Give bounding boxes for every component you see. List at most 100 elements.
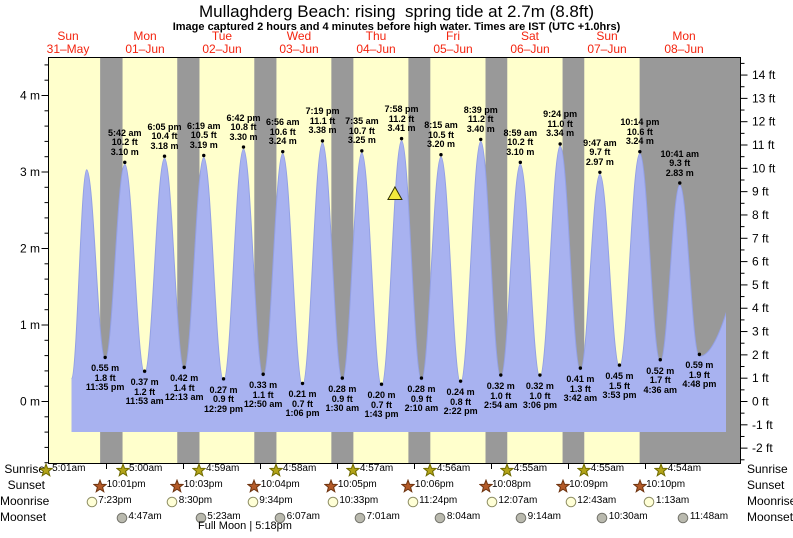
sunrise-time: 4:57am [359,463,394,474]
sunset-icon [93,478,108,493]
astro-row-label-moonrise-left: Moonrise [0,494,50,508]
high-tide-label: 6:56 am 10.6 ft 3.24 m [266,118,300,147]
sunrise-time: 5:01am [52,463,86,474]
tide-label-line: 10.2 ft [111,137,138,148]
sunset-icon [247,478,262,493]
sunrise-time: 4:56am [436,463,471,474]
day-label: Fri 05–Jun [415,30,491,56]
moonset-icon [354,512,366,523]
moonrise-icon [327,496,339,507]
day-date: 07–Jun [587,42,627,56]
moonrise-time: 11:24pm [419,495,458,506]
tide-label-line: 1:43 pm [364,409,399,420]
moonrise-icon [407,496,418,507]
right-axis-label: 10 ft [752,161,776,175]
right-axis-label: -2 ft [752,441,773,455]
tide-extreme-dot [578,366,583,370]
tide-label-line: 1.1 ft [252,389,274,400]
tide-label-line: 1.0 ft [490,390,512,401]
low-tide-label: 0.41 m 1.3 ft 3:42 am [564,375,598,404]
tide-label-line: 9:24 pm [543,109,578,120]
day-date: 31–May [46,42,90,56]
sunset-time: 10:09pm [569,479,608,490]
tide-label-line: 3.40 m [466,123,495,134]
tide-label-line: 3.10 m [506,146,535,157]
sunset-icon [555,478,570,493]
high-tide-label: 10:41 am 9.3 ft 2.83 m [661,149,700,179]
day-label: Wed 03–Jun [261,30,337,56]
tide-label-line: 10:14 pm [620,117,660,128]
right-axis-label: 1 ft [752,371,769,385]
moonset-time: 11:48am [689,511,729,522]
tide-extreme-dot [518,160,523,165]
tide-label-line: 0.32 m [486,381,515,392]
tide-label-line: 11.0 ft [547,118,573,129]
sunset-time: 10:08pm [492,479,531,490]
tide-label-line: 10.8 ft [230,122,257,133]
day-name: Fri [446,29,460,43]
tide-label-line: 7:19 pm [305,106,340,117]
right-axis-label: 6 ft [752,255,769,269]
tide-label-line: 10.7 ft [348,125,375,136]
tide-extreme-dot [678,181,682,185]
right-axis-label: 11 ft [752,138,775,152]
tide-label-line: 0.32 m [525,381,554,392]
day-date: 08–Jun [664,42,704,56]
moonrise-icon [644,496,655,507]
sunset-time: 10:06pm [414,479,454,490]
tide-curve [71,140,726,387]
tide-label-line: 0.9 ft [410,393,432,404]
tide-label-line: 7:58 pm [384,104,419,115]
moonrise-time: 12:43am [577,495,617,506]
tide-extreme-dot [617,363,622,367]
moonset-icon [274,512,286,523]
tide-label-line: 2.83 m [665,167,694,178]
high-tide-label: 8:59 am 10.2 ft 3.10 m [503,127,538,158]
tide-extreme-dot [697,352,702,357]
right-axis-label: 12 ft [752,115,776,129]
tide-label-line: 12:29 pm [204,403,244,414]
day-date: 02–Jun [202,42,242,56]
tide-label-line: 0.24 m [446,387,475,398]
tide-label-line: 0.42 m [170,373,199,384]
left-axis-label: 1 m [20,318,40,332]
high-tide-label: 5:42 am 10.2 ft 3.10 m [108,128,142,158]
tide-label-line: 0.28 m [407,384,436,395]
day-name: Thu [365,29,387,43]
tide-extreme-dot [399,136,404,141]
tide-extreme-dot [499,373,503,377]
tide-label-line: 10.5 ft [427,129,454,140]
tide-label-line: 6:05 pm [147,121,182,132]
right-axis-label: 9 ft [752,185,769,199]
moonset-time: 6:07am [286,511,320,522]
sunset-icon [324,478,339,493]
right-axis-label: 2 ft [752,348,769,362]
low-tide-label: 0.28 m 0.9 ft 1:30 am [326,385,360,414]
tide-label-line: 12:13 am [164,392,204,403]
high-tide-label: 7:35 am 10.7 ft 3.25 m [345,117,379,146]
low-tide-label: 0.20 m 0.7 ft 1:43 pm [364,391,398,420]
sunset-time: 10:01pm [106,479,146,490]
left-axis-label: 2 m [20,242,40,256]
tide-label-line: 8:59 am [503,127,538,138]
current-tide-marker [387,185,403,200]
tide-label-line: 10.4 ft [151,131,178,142]
day-label: Sun 31–May [30,30,106,56]
tide-label-line: 1.5 ft [608,380,630,391]
right-axis-label: -1 ft [752,418,773,432]
sunrise-time: 5:00am [129,463,163,474]
tide-label-line: 0.27 m [209,384,238,395]
astro-row-label-sunrise-left: Sunrise [4,462,45,476]
moonrise-time: 1:13am [655,495,690,506]
sunrise-icon [38,462,53,477]
tide-extreme-dot [479,137,483,142]
day-date: 01–Jun [125,42,165,56]
tide-label-line: 3.34 m [546,128,575,139]
moonset-time: 4:47am [128,511,162,522]
left-axis-label: 3 m [20,165,40,179]
tide-label-line: 3.18 m [150,140,179,151]
right-axis-label: 3 ft [752,325,769,339]
astro-row-label-sunset-left: Sunset [7,478,45,492]
tide-extreme-dot [300,381,305,386]
tide-label-line: 4:36 am [643,384,678,395]
